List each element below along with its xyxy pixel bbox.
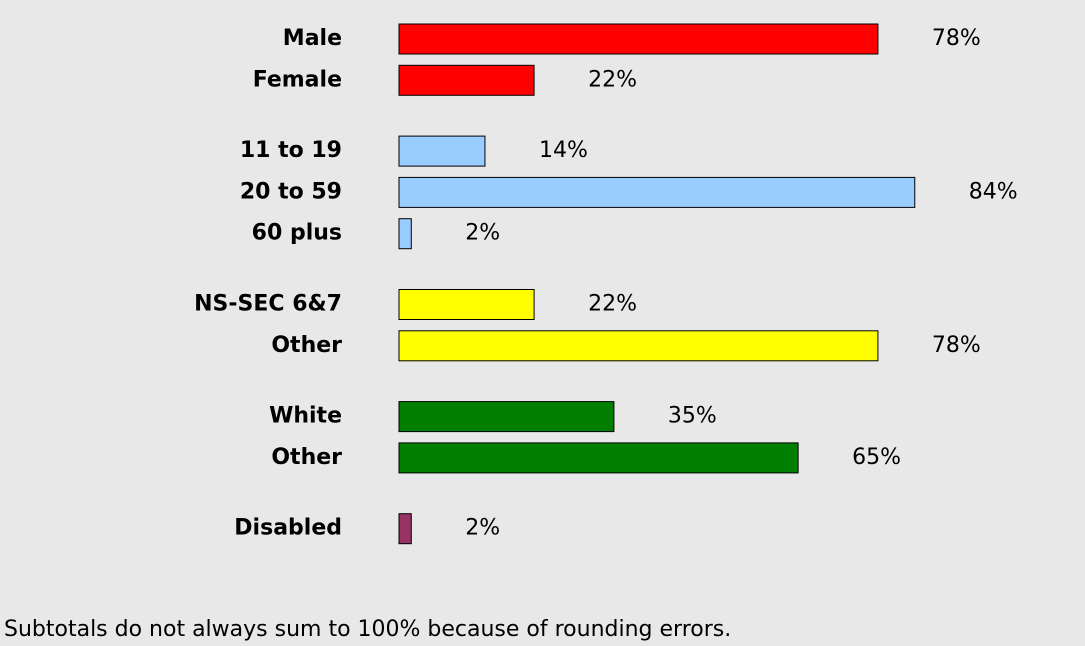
category-label: 60 plus (252, 221, 342, 246)
value-label: 78% (932, 333, 981, 358)
value-label: 22% (588, 292, 637, 317)
category-label: Other (271, 445, 342, 470)
category-label: White (269, 404, 342, 429)
bar (398, 289, 535, 320)
bar (398, 23, 879, 55)
bar (398, 64, 535, 96)
category-label: Disabled (234, 516, 342, 541)
bar (398, 401, 615, 433)
category-label: Female (253, 67, 342, 92)
category-label: 20 to 59 (240, 179, 342, 204)
category-label: Male (283, 26, 342, 51)
value-label: 84% (969, 179, 1018, 204)
bar (398, 442, 799, 474)
bar (398, 330, 879, 362)
footnote: Subtotals do not always sum to 100% beca… (4, 617, 731, 642)
bar (398, 513, 412, 545)
value-label: 22% (588, 67, 637, 92)
bar (398, 135, 486, 167)
value-label: 65% (852, 445, 901, 470)
value-label: 35% (668, 404, 717, 429)
category-label: Other (271, 333, 342, 358)
category-label: 11 to 19 (240, 138, 342, 163)
value-label: 2% (465, 221, 500, 246)
value-label: 14% (539, 138, 588, 163)
value-label: 2% (465, 516, 500, 541)
bar (398, 176, 916, 208)
value-label: 78% (932, 26, 981, 51)
bar (398, 218, 412, 250)
category-label: NS-SEC 6&7 (194, 292, 342, 317)
